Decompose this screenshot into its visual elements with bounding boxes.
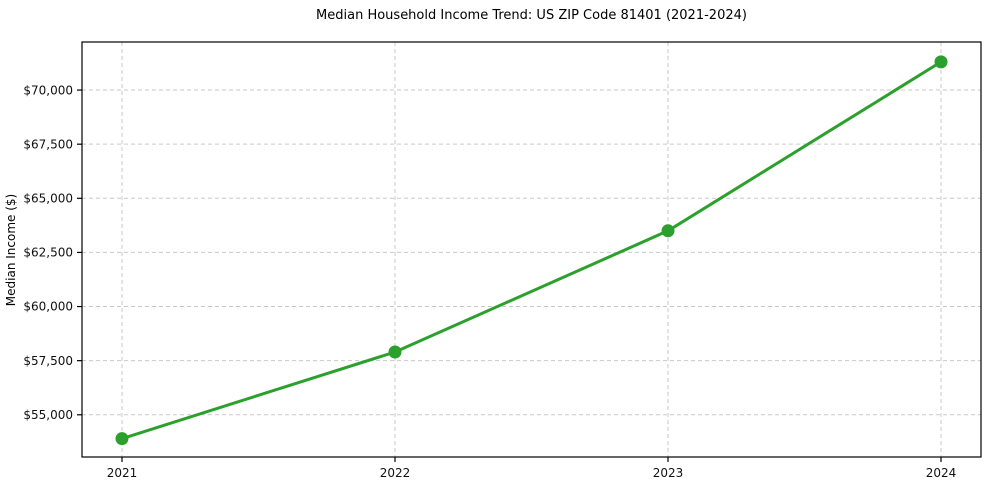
data-point-marker <box>661 224 675 238</box>
y-axis-label: Median Income ($) <box>4 193 18 307</box>
y-tick-label: $55,000 <box>23 408 73 422</box>
x-tick-label: 2021 <box>107 466 138 480</box>
data-point-marker <box>934 55 948 69</box>
y-tick-label: $60,000 <box>23 300 73 314</box>
data-point-marker <box>115 432 129 446</box>
chart-title: Median Household Income Trend: US ZIP Co… <box>316 8 747 23</box>
trend-line <box>120 60 943 441</box>
y-tick-label: $65,000 <box>23 192 73 206</box>
y-tick-label: $62,500 <box>23 246 73 260</box>
x-tick-label: 2024 <box>926 466 957 480</box>
data-point-marker <box>388 345 402 359</box>
x-tick-label: 2023 <box>653 466 684 480</box>
y-tick-label: $67,500 <box>23 137 73 151</box>
y-tick-label: $57,500 <box>23 354 73 368</box>
y-tick-label: $70,000 <box>23 83 73 97</box>
x-tick-label: 2022 <box>380 466 411 480</box>
plot-area-border <box>81 41 982 458</box>
